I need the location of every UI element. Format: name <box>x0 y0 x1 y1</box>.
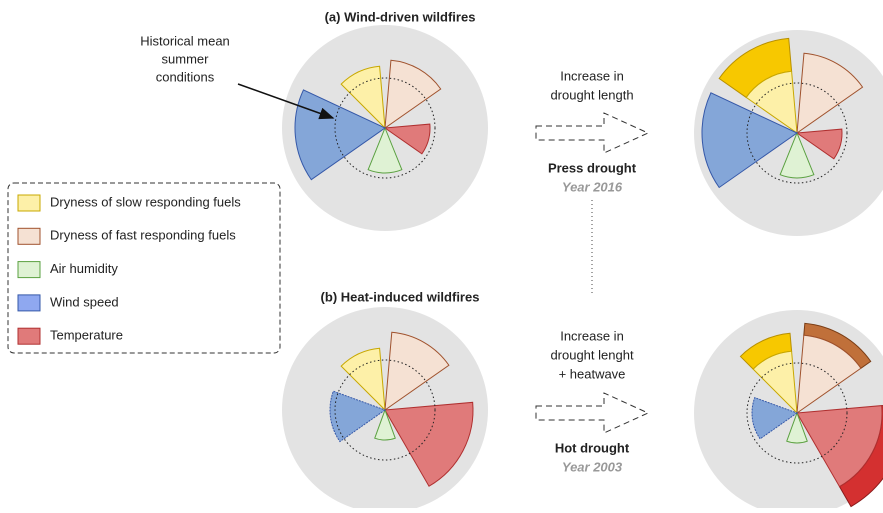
legend-swatch <box>18 295 40 311</box>
panel-title: (b) Heat-induced wildfires <box>321 289 480 304</box>
legend-swatch <box>18 228 40 244</box>
legend-label: Dryness of fast responding fuels <box>50 228 236 243</box>
drought-type: Hot drought <box>555 440 630 455</box>
legend-swatch <box>18 195 40 211</box>
drought-type: Press drought <box>548 160 637 175</box>
legend-label: Dryness of slow responding fuels <box>50 194 241 209</box>
legend-swatch <box>18 262 40 278</box>
arrow-label: drought lenght <box>550 347 634 362</box>
legend-items: Dryness of slow responding fuels Dryness … <box>18 194 241 344</box>
arrow <box>536 113 648 153</box>
annotation: conditions <box>156 69 215 84</box>
year: Year 2016 <box>562 179 623 194</box>
year: Year 2003 <box>562 459 623 474</box>
legend-label: Air humidity <box>50 261 118 276</box>
arrow-label: drought length <box>550 87 633 102</box>
legend-label: Wind speed <box>50 294 119 309</box>
arrow <box>536 393 648 433</box>
annotation: summer <box>162 51 210 66</box>
arrow-label: + heatwave <box>559 366 626 381</box>
arrow-label: Increase in <box>560 328 624 343</box>
legend-swatch <box>18 328 40 344</box>
arrow-label: Increase in <box>560 68 624 83</box>
panel-title: (a) Wind-driven wildfires <box>325 9 476 24</box>
legend-label: Temperature <box>50 328 123 343</box>
annotation: Historical mean <box>140 33 230 48</box>
